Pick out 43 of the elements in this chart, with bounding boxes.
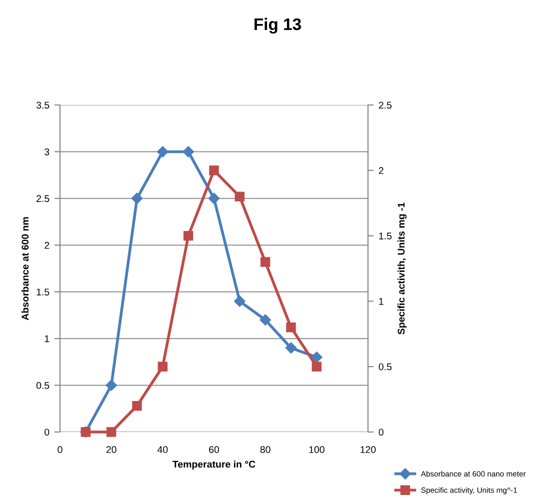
y2-axis-title: Specific activith, Units mg -1 bbox=[397, 202, 407, 334]
point bbox=[209, 166, 219, 176]
y-tick-label: 3.5 bbox=[36, 102, 50, 109]
y-tick-label: 2.5 bbox=[36, 195, 50, 202]
point bbox=[208, 192, 220, 204]
x-tick-label: 80 bbox=[260, 446, 270, 454]
point bbox=[157, 146, 168, 158]
point bbox=[311, 352, 322, 363]
y2-tick-label: 1.5 bbox=[379, 232, 392, 240]
y-tick-label: 0 bbox=[44, 428, 50, 436]
point bbox=[183, 230, 194, 241]
y2-tick-label: 0 bbox=[378, 428, 384, 436]
point bbox=[260, 257, 270, 267]
y-tick-label: 1 bbox=[44, 335, 50, 342]
point bbox=[158, 362, 168, 372]
point bbox=[312, 362, 322, 372]
point bbox=[260, 314, 271, 326]
point bbox=[131, 192, 143, 204]
point bbox=[182, 146, 194, 158]
y2-tick-label: 2 bbox=[378, 167, 384, 174]
y-axis-title: Absorbance at 600 nm bbox=[21, 217, 29, 320]
y-tick-label: 1.5 bbox=[36, 288, 50, 296]
y-tick-label: 0.5 bbox=[36, 382, 50, 389]
point bbox=[234, 296, 246, 307]
x-tick-label: 60 bbox=[209, 446, 220, 454]
x-tick-label: 0 bbox=[58, 446, 62, 454]
x-tick-label: 20 bbox=[106, 446, 116, 454]
point bbox=[286, 322, 296, 332]
point bbox=[234, 192, 245, 202]
y2-tick-label: 1 bbox=[379, 298, 384, 305]
y2-tick-label: 0.5 bbox=[378, 363, 392, 370]
point bbox=[106, 427, 116, 437]
y-tick-label: 2 bbox=[44, 242, 50, 249]
point bbox=[285, 342, 297, 354]
point bbox=[132, 400, 142, 411]
chart-title: Fig 13 bbox=[254, 18, 301, 34]
x-tick-label: 100 bbox=[309, 446, 324, 454]
y2-tick-label: 2.5 bbox=[378, 102, 392, 109]
x-axis-title: Temperature in °C bbox=[172, 460, 256, 470]
x-tick-label: 40 bbox=[157, 446, 168, 454]
point bbox=[106, 380, 117, 391]
y-tick-label: 3 bbox=[44, 148, 50, 156]
x-tick-label: 120 bbox=[360, 446, 376, 454]
